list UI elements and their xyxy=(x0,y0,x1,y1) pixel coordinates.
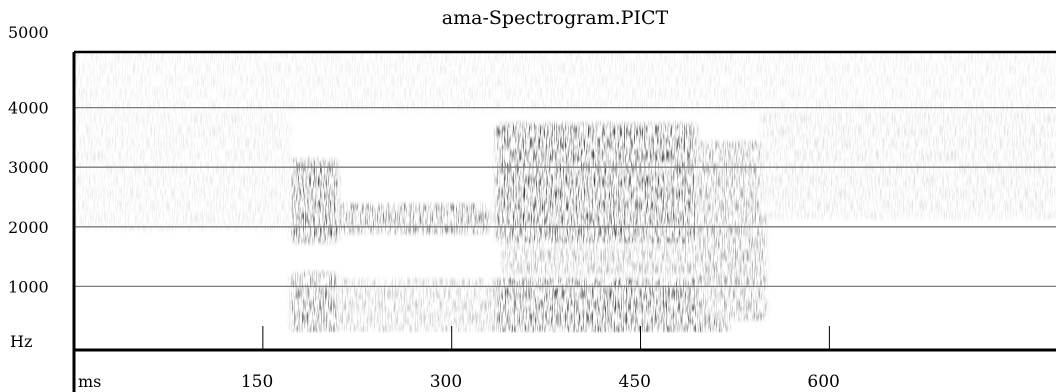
energy-region xyxy=(338,278,503,333)
energy-region xyxy=(760,87,1056,219)
y-tick-label: 3000 xyxy=(8,158,49,177)
y-tick-label: 4000 xyxy=(8,99,49,118)
plot-area xyxy=(72,50,1056,392)
energy-region xyxy=(338,203,490,234)
chart-title: ama-Spectrogram.PICT xyxy=(442,7,669,29)
x-tick-label: 150 xyxy=(241,372,273,392)
energy-region xyxy=(697,141,767,321)
y-unit-label: Hz xyxy=(10,332,32,351)
x-tick-label: 300 xyxy=(430,372,462,392)
energy-region xyxy=(502,245,704,276)
energy-region xyxy=(74,52,1056,112)
x-unit-label: ms xyxy=(78,372,101,391)
energy-region xyxy=(290,272,339,333)
y-tick-label: 5000 xyxy=(8,23,49,42)
y-tick-label: 2000 xyxy=(8,218,49,237)
energy-region xyxy=(290,159,339,243)
x-tick-label: 600 xyxy=(807,372,839,392)
x-tick-label: 450 xyxy=(619,372,651,392)
y-tick-label: 1000 xyxy=(8,277,49,296)
